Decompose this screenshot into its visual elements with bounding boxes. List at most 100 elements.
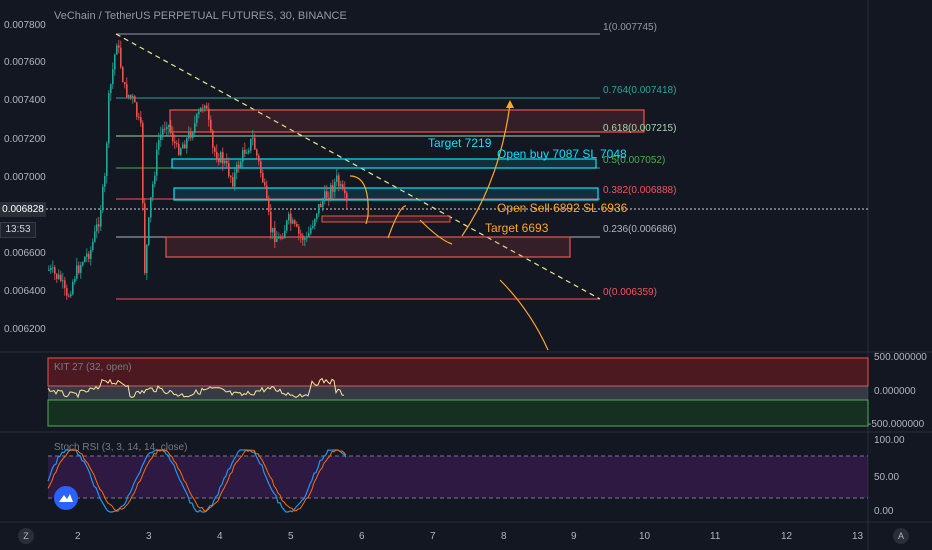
time-label: 9 bbox=[571, 531, 577, 542]
fib-label: 0.236(0.006686) bbox=[603, 224, 677, 235]
fib-label: 0.764(0.007418) bbox=[603, 85, 677, 96]
stoch-k-line bbox=[47, 449, 347, 513]
candle-body bbox=[286, 220, 288, 231]
stoch-axis-label: 0.00 bbox=[874, 506, 894, 517]
candle-body bbox=[146, 244, 148, 274]
candle-body bbox=[142, 123, 144, 204]
price-label: 0.007400 bbox=[4, 95, 46, 106]
candle-body bbox=[174, 141, 176, 144]
candle-body bbox=[80, 265, 82, 273]
candle-body bbox=[140, 117, 142, 124]
candle-body bbox=[96, 224, 98, 232]
candle-body bbox=[164, 128, 166, 130]
candle-body bbox=[64, 280, 66, 289]
candle-body bbox=[192, 132, 194, 138]
candle-body bbox=[54, 267, 56, 274]
candle-body bbox=[254, 137, 256, 150]
candle-body bbox=[312, 225, 314, 228]
fib-label: 0.5(0.007052) bbox=[603, 155, 666, 166]
kit-indicator-label[interactable]: KIT 27 (32, open) bbox=[54, 362, 132, 373]
candle-body bbox=[320, 203, 322, 208]
kit-mid-band bbox=[48, 386, 868, 400]
time-label: 13 bbox=[852, 531, 864, 542]
candle-body bbox=[258, 155, 260, 162]
candle-body bbox=[220, 152, 222, 163]
candle-body bbox=[72, 281, 74, 295]
candle-body bbox=[336, 175, 338, 182]
candle-body bbox=[260, 161, 262, 173]
candle-body bbox=[274, 227, 276, 242]
auto-scale-button[interactable]: A bbox=[893, 528, 909, 544]
candle-body bbox=[66, 288, 68, 296]
projection-curve-2 bbox=[387, 205, 407, 239]
projection-curve-3 bbox=[419, 219, 453, 245]
candle-body bbox=[234, 172, 236, 187]
candle-body bbox=[104, 176, 106, 187]
candle-body bbox=[106, 143, 108, 177]
zoom-reset-button[interactable]: Z bbox=[18, 528, 34, 544]
projection-curve-up bbox=[461, 103, 511, 237]
stoch-band bbox=[48, 456, 868, 498]
candle-body bbox=[158, 139, 160, 150]
candle-body bbox=[206, 105, 208, 109]
candle-body bbox=[126, 84, 128, 98]
candle-body bbox=[114, 54, 116, 70]
candle-body bbox=[124, 82, 126, 85]
candle-body bbox=[232, 177, 234, 187]
candle-body bbox=[186, 138, 188, 149]
candle-body bbox=[208, 108, 210, 120]
candle-body bbox=[120, 47, 122, 68]
candle-body bbox=[240, 161, 242, 169]
candle-body bbox=[60, 274, 62, 281]
time-label: 5 bbox=[288, 531, 294, 542]
candle-body bbox=[202, 107, 204, 109]
candle-body bbox=[144, 203, 146, 274]
candle-body bbox=[156, 149, 158, 176]
candle-body bbox=[50, 268, 52, 270]
candle-body bbox=[264, 182, 266, 186]
candle-body bbox=[226, 160, 228, 164]
candle-body bbox=[248, 150, 250, 153]
tradingview-logo-icon[interactable] bbox=[54, 486, 78, 510]
target-lower-text: Target 6693 bbox=[485, 221, 549, 235]
candle-body bbox=[178, 143, 180, 155]
candle-body bbox=[108, 93, 110, 144]
candle-body bbox=[310, 227, 312, 234]
price-candles bbox=[48, 39, 348, 301]
projection-curve-1 bbox=[349, 175, 369, 225]
candle-body bbox=[342, 184, 344, 190]
candle-body bbox=[224, 160, 226, 164]
candle-body bbox=[182, 144, 184, 149]
support-zone bbox=[165, 236, 571, 258]
candle-body bbox=[198, 111, 200, 115]
candle-body bbox=[332, 185, 334, 192]
candle-body bbox=[314, 219, 316, 226]
candle-body bbox=[100, 210, 102, 227]
candle-body bbox=[294, 220, 296, 225]
candle-body bbox=[138, 116, 140, 118]
kit-line bbox=[47, 377, 345, 399]
candle-body bbox=[270, 211, 272, 233]
candle-body bbox=[340, 184, 342, 187]
candle-body bbox=[304, 238, 306, 240]
candle-body bbox=[288, 213, 290, 221]
stoch-indicator-label[interactable]: Stoch RSI (3, 3, 14, 14, close) bbox=[54, 442, 188, 453]
candle-body bbox=[102, 186, 104, 211]
candle-body bbox=[166, 126, 168, 130]
candle-body bbox=[62, 280, 64, 282]
candle-body bbox=[152, 184, 154, 198]
time-label: 6 bbox=[359, 531, 365, 542]
price-label: 0.007200 bbox=[4, 134, 46, 145]
chart-title[interactable]: VeChain / TetherUS PERPETUAL FUTURES, 30… bbox=[54, 10, 347, 22]
candle-body bbox=[70, 294, 72, 297]
price-label: 0.006400 bbox=[4, 286, 46, 297]
candle-body bbox=[148, 217, 150, 245]
fib-label: 0.618(0.007215) bbox=[603, 123, 677, 134]
candle-body bbox=[48, 269, 50, 271]
candle-body bbox=[200, 107, 202, 112]
candle-body bbox=[308, 233, 310, 237]
candle-body bbox=[316, 213, 318, 220]
candle-body bbox=[168, 125, 170, 127]
candle-body bbox=[246, 152, 248, 154]
